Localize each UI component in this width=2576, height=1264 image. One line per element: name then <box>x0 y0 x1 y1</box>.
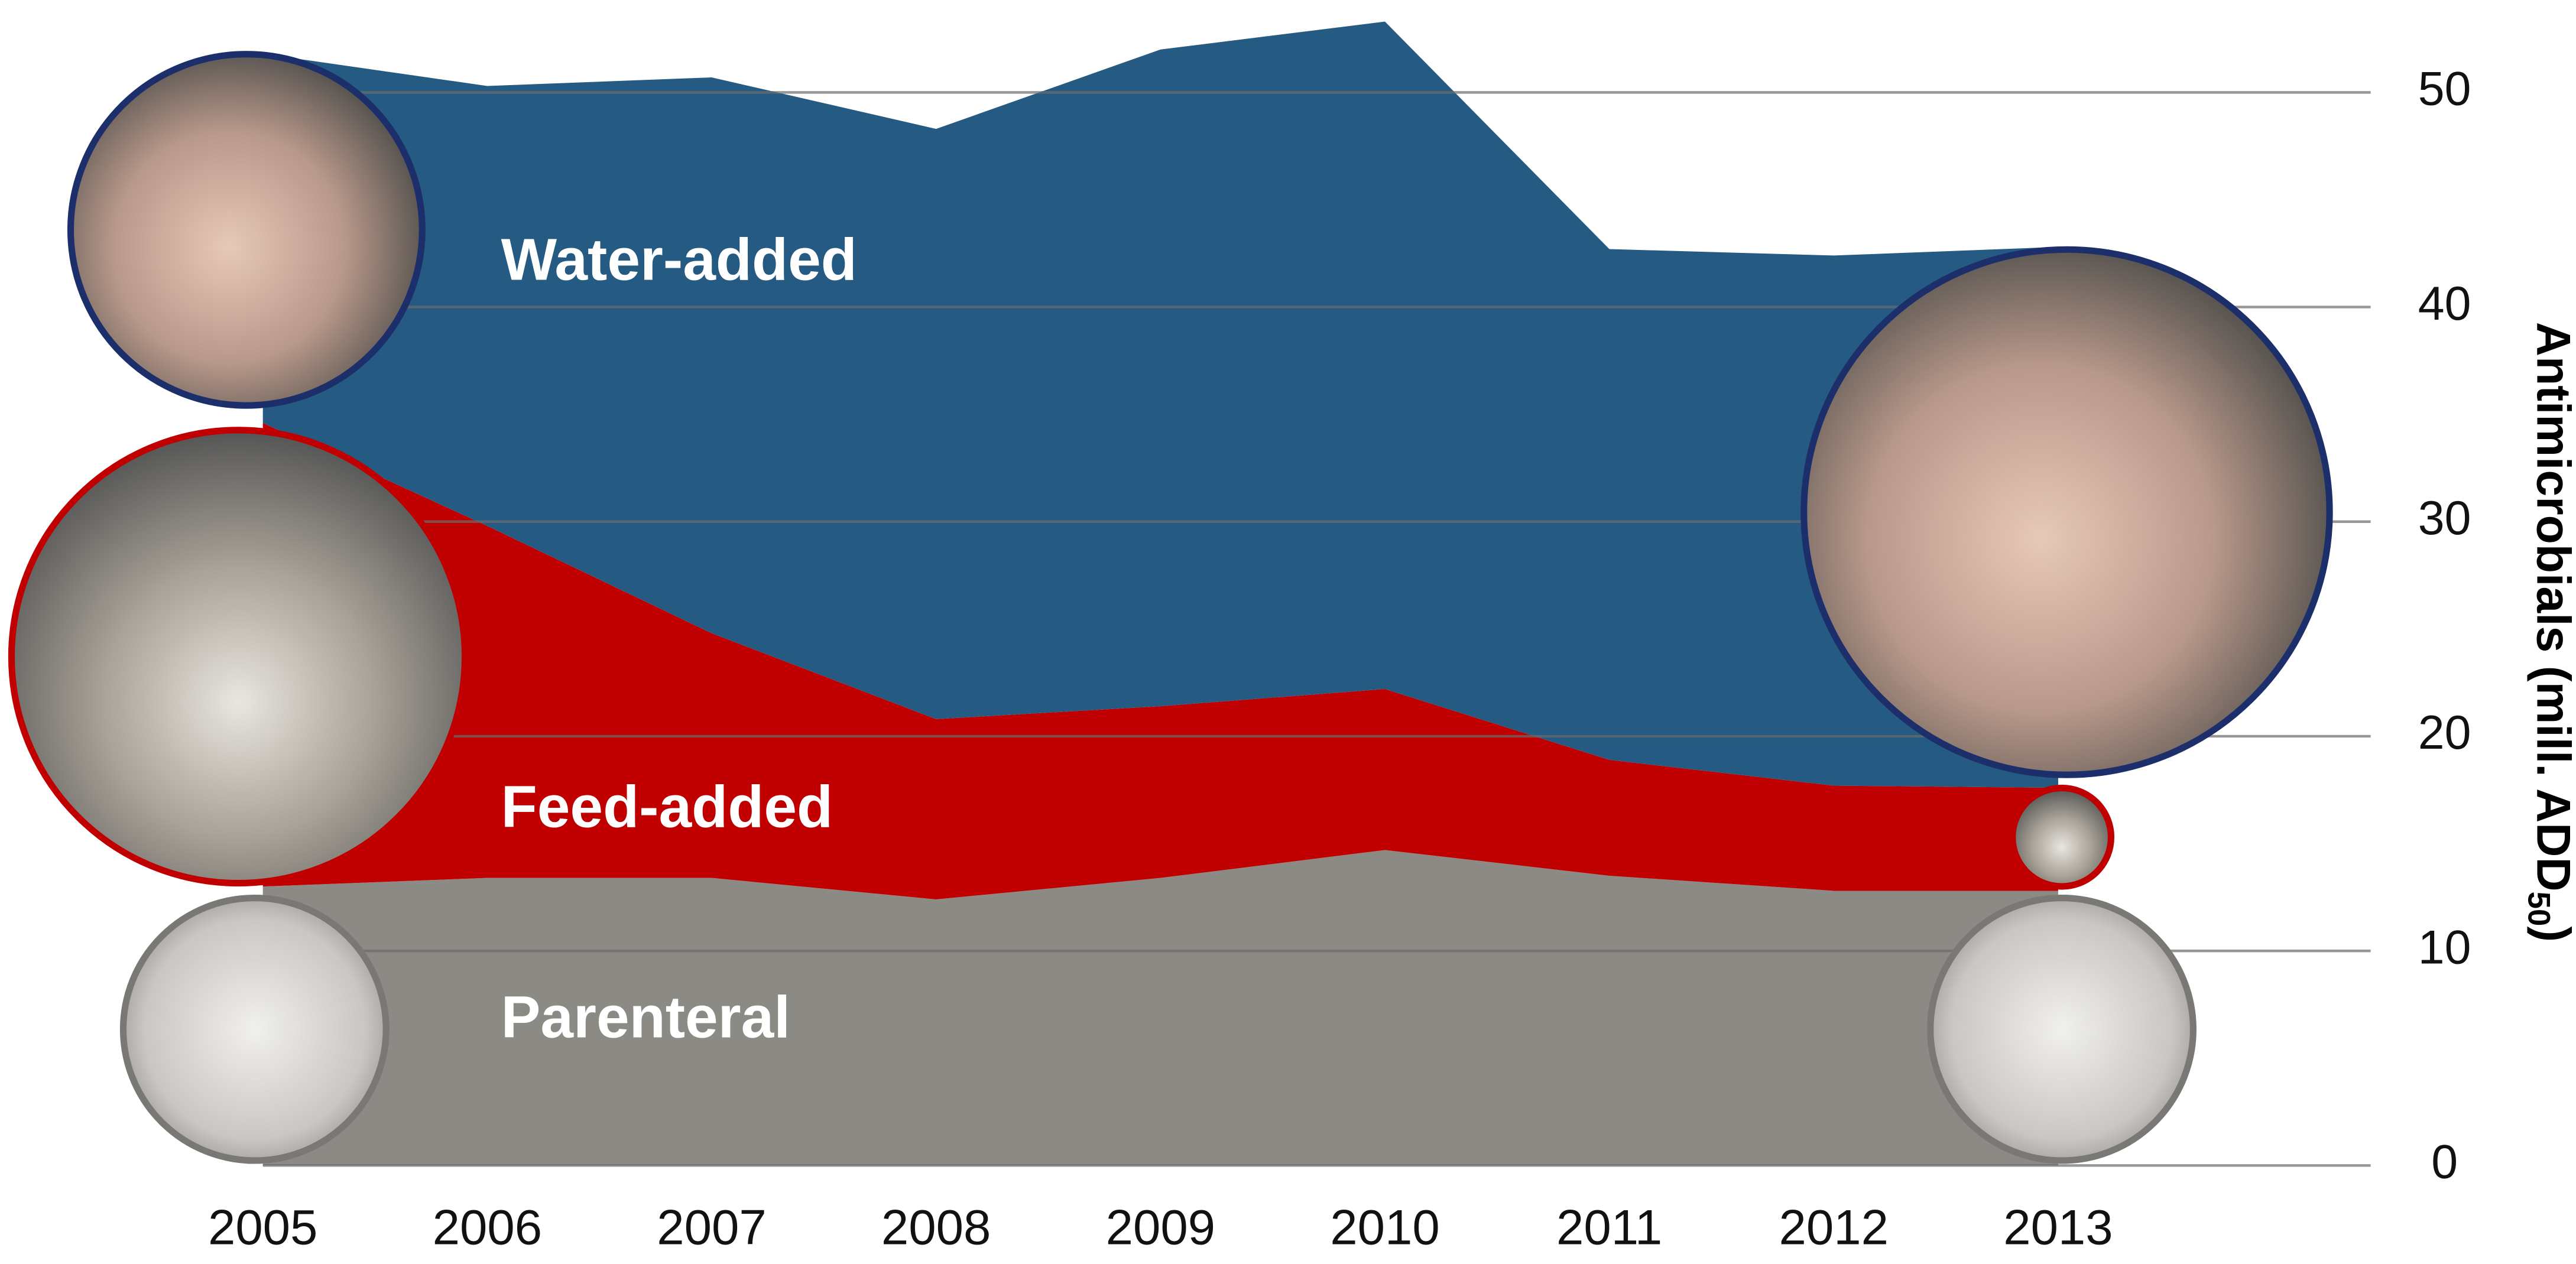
photo <box>1804 249 2330 775</box>
y-tick-label: 20 <box>2418 706 2471 759</box>
y-axis-title-text: ) <box>2526 926 2576 942</box>
y-tick-label: 0 <box>2431 1136 2458 1189</box>
series-label: Water-added <box>501 226 857 293</box>
x-tick-label: 2007 <box>657 1200 766 1255</box>
photo <box>123 898 386 1161</box>
y-axis-title-text: Antimicrobials (mill. ADD <box>2526 322 2576 892</box>
x-tick-label: 2013 <box>2003 1200 2113 1255</box>
x-tick-label: 2008 <box>881 1200 991 1255</box>
y-tick-label: 50 <box>2418 63 2471 116</box>
photo <box>71 54 423 405</box>
x-tick-label: 2005 <box>208 1200 317 1255</box>
y-axis-title-subscript: 50 <box>2521 892 2556 927</box>
series-label: Feed-added <box>501 774 833 840</box>
y-axis-title: Antimicrobials (mill. ADD50) <box>2521 322 2576 942</box>
y-tick-label: 40 <box>2418 277 2471 330</box>
chart: 0 10 20 30 40 50 2005 2006 2007 2008 2009 2010 2011 2… <box>0 0 2576 1264</box>
y-tick-label: 30 <box>2418 492 2471 545</box>
page: {"chart_data": { "type": "stacked-area",… <box>0 0 2576 1264</box>
series-label: Parenteral <box>501 984 790 1050</box>
x-tick-label: 2006 <box>433 1200 542 1255</box>
y-tick-label: 10 <box>2418 921 2471 974</box>
photo <box>11 430 465 883</box>
x-tick-label: 2011 <box>1556 1200 1662 1255</box>
x-tick-label: 2010 <box>1330 1200 1439 1255</box>
x-tick-label: 2009 <box>1106 1200 1215 1255</box>
x-tick-label: 2012 <box>1779 1200 1889 1255</box>
photo <box>1931 898 2194 1161</box>
photo <box>2013 788 2111 886</box>
